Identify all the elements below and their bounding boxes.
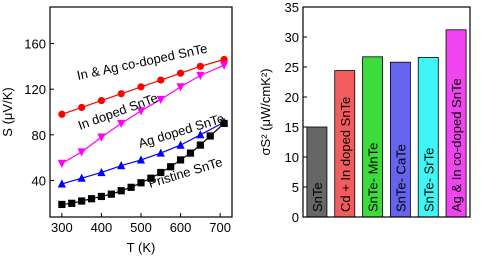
x-tick-label: 400 [91,220,113,235]
y-tick-label: 120 [24,82,46,97]
marker [156,95,165,105]
marker [136,107,146,116]
marker [196,141,204,149]
bar-label: SnTe- MnTe [366,143,381,212]
marker [87,195,96,203]
marker [107,190,115,198]
marker [78,103,86,112]
y-tick-label: 35 [285,0,299,15]
marker [176,156,185,164]
marker [196,71,205,81]
marker [57,159,66,168]
y-tick-label: 80 [32,128,46,143]
y-tick-label: 160 [24,37,46,52]
y-axis-label: S (μV/K) [0,87,15,136]
marker [186,149,195,157]
y-tick-label: 10 [285,150,299,165]
marker [176,83,185,92]
x-tick-label: 500 [130,220,152,235]
marker [220,55,228,64]
marker [176,69,185,77]
marker [58,110,66,118]
marker [157,76,165,84]
y-tick-label: 20 [285,90,299,105]
marker [97,192,106,201]
y-tick-label: 5 [292,180,299,195]
marker [117,161,126,170]
marker [97,133,106,142]
marker [127,183,135,191]
marker [156,148,165,157]
y-tick-label: 15 [285,120,299,135]
marker [77,173,86,182]
bar-label: SnTe- CaTe [393,144,408,212]
marker [117,187,125,195]
marker [196,130,205,139]
marker [58,200,66,209]
marker [97,167,106,177]
x-axis-label: T (K) [127,240,156,255]
marker [137,83,145,91]
marker [220,119,228,128]
y-axis-label: σS² (μW/cmK²) [258,69,273,156]
y-tick-label: 30 [285,30,299,45]
marker [137,179,145,187]
marker [167,163,175,171]
marker [77,148,86,157]
series-label: In & Ag co-doped SnTe [76,41,209,83]
y-tick-label: 25 [285,60,299,75]
marker [68,199,76,207]
marker [147,174,155,182]
x-tick-label: 700 [209,220,231,235]
plot-frame [302,6,471,218]
bar-label: Cd + In doped SnTe [338,97,353,212]
marker [78,197,86,205]
bar-label: SnTe- SrTe [421,148,436,212]
marker [117,90,125,98]
marker [136,155,146,164]
x-tick-label: 600 [170,220,192,235]
marker [57,179,66,188]
marker [117,119,126,129]
marker [157,168,165,177]
marker [176,140,185,149]
y-tick-label: 40 [32,173,46,188]
marker [97,96,106,105]
marker [219,61,229,70]
y-tick-label: 0 [292,210,299,225]
marker [206,132,214,140]
x-tick-label: 300 [51,220,73,235]
bar-label: SnTe [310,182,325,212]
series-label: Pristine SnTe [146,154,224,191]
bar-label: Ag & In co-doped SnTe [449,78,464,212]
marker [196,62,204,70]
